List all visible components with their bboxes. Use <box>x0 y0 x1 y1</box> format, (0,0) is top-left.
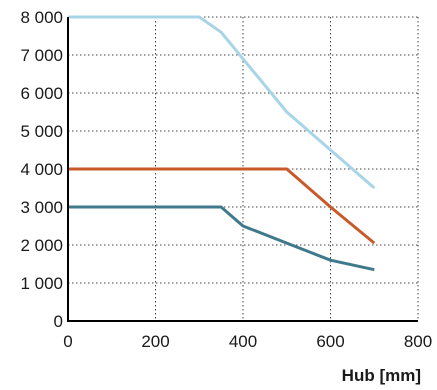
y-tick-labels: 0 1 000 2 000 3 000 4 000 5 000 6 000 7 000 8 00… <box>20 8 63 331</box>
x-tick-label: 400 <box>229 332 257 351</box>
x-tick-label: 200 <box>141 332 169 351</box>
x-axis-title: Hub [mm] <box>342 366 421 385</box>
y-tick-label: 1 000 <box>20 274 63 293</box>
x-tick-label: 600 <box>316 332 344 351</box>
y-tick-label: 0 <box>54 312 63 331</box>
y-tick-label: 3 000 <box>20 198 63 217</box>
x-tick-labels: 0 200 400 600 800 <box>63 332 432 351</box>
x-tick-label: 800 <box>404 332 432 351</box>
y-tick-label: 8 000 <box>20 8 63 27</box>
series-line-3 <box>68 205 375 272</box>
series-line-2 <box>68 167 376 245</box>
y-tick-label: 4 000 <box>20 160 63 179</box>
series-lines <box>68 15 376 272</box>
series-line-1 <box>68 15 376 190</box>
y-tick-label: 6 000 <box>20 84 63 103</box>
y-tick-label: 2 000 <box>20 236 63 255</box>
y-tick-label: 7 000 <box>20 46 63 65</box>
axes <box>67 17 418 322</box>
y-tick-label: 5 000 <box>20 122 63 141</box>
x-tick-label: 0 <box>63 332 72 351</box>
